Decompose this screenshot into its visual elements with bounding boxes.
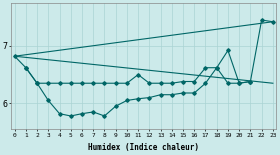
- X-axis label: Humidex (Indice chaleur): Humidex (Indice chaleur): [88, 143, 199, 152]
